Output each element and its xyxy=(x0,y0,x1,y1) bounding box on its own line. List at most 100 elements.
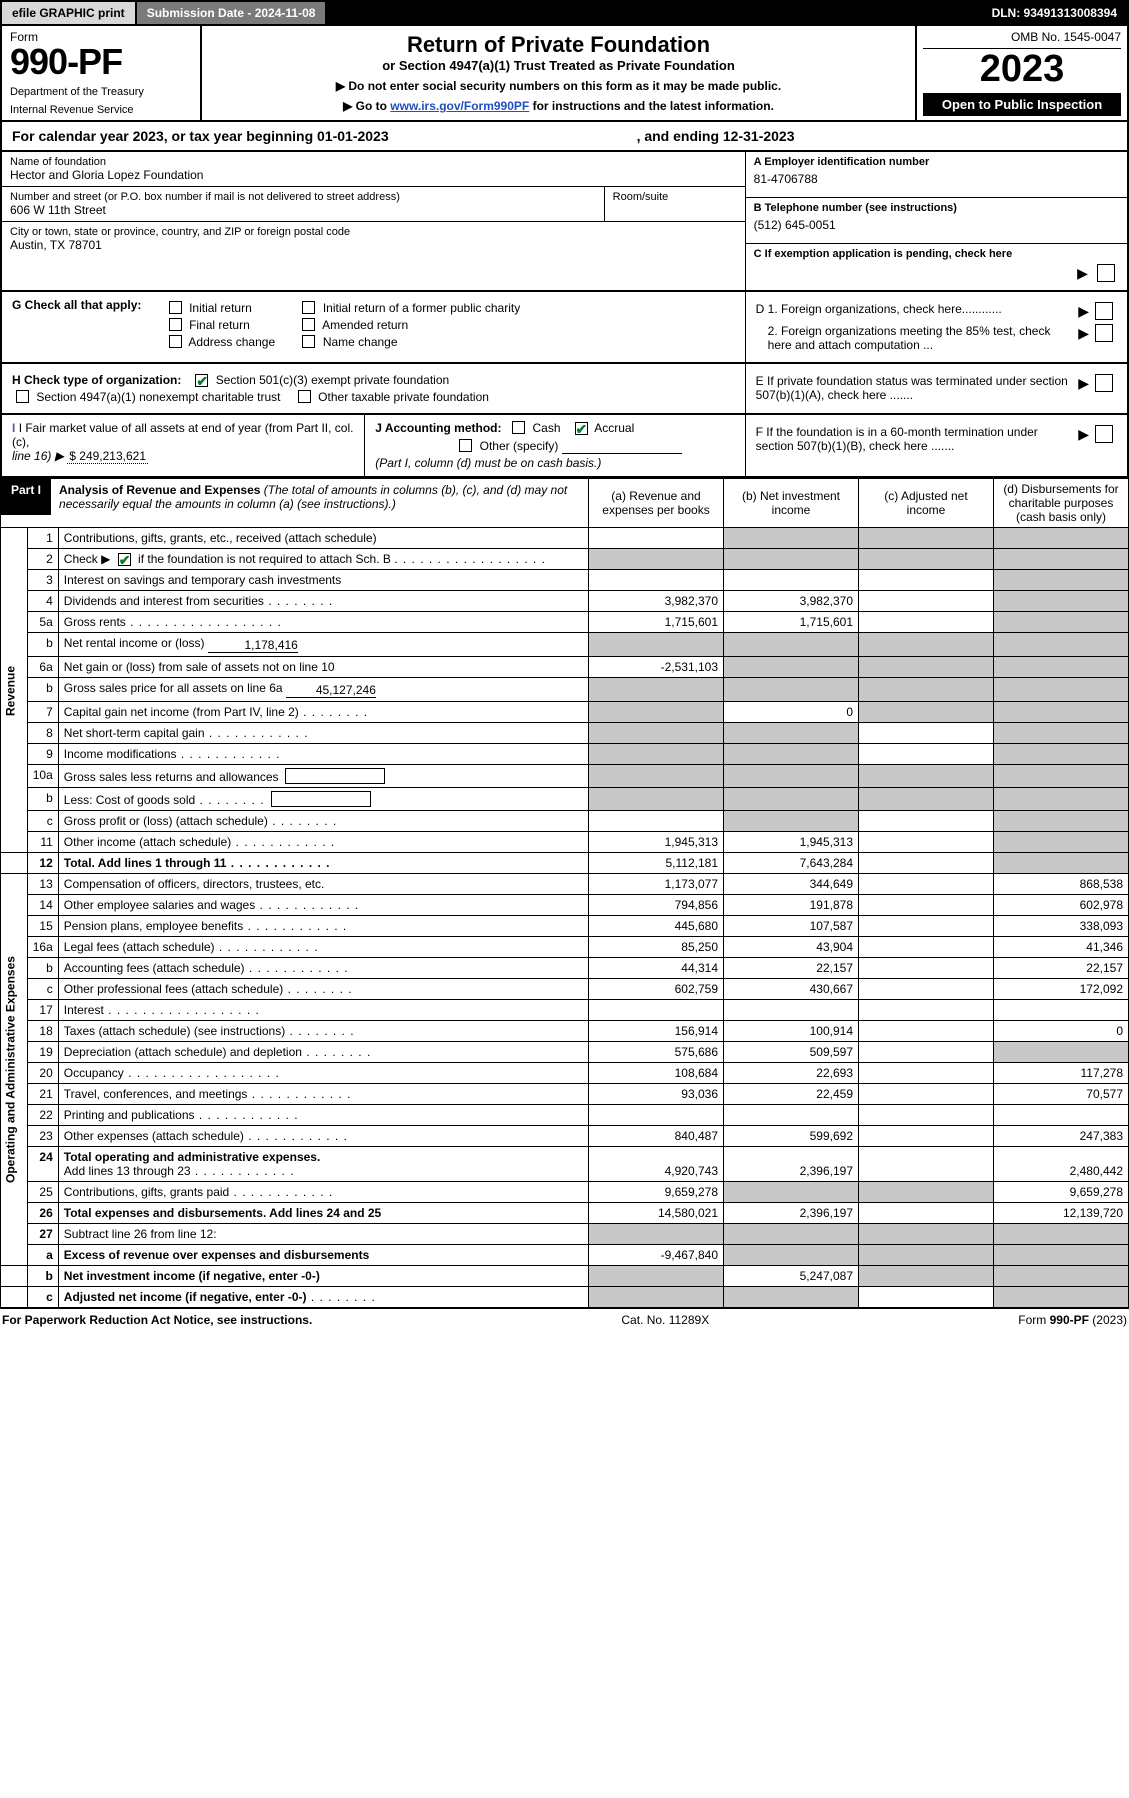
table-row: c Gross profit or (loss) (attach schedul… xyxy=(1,811,1129,832)
opt-cash: Cash xyxy=(533,421,561,435)
table-row: 5a Gross rents 1,715,601 1,715,601 xyxy=(1,612,1129,633)
section-d: D 1. Foreign organizations, check here..… xyxy=(746,292,1127,362)
row-num: 24 xyxy=(27,1147,58,1182)
checkbox-other-method[interactable] xyxy=(459,439,472,452)
checkbox-501c3[interactable] xyxy=(195,374,208,387)
checkbox-address-change[interactable] xyxy=(169,335,182,348)
row-desc: Contributions, gifts, grants, etc., rece… xyxy=(58,528,588,549)
i-line16: line 16) ▶ xyxy=(12,449,64,463)
row-desc: Gross sales price for all assets on line… xyxy=(58,678,588,702)
d2-text: 2. Foreign organizations meeting the 85%… xyxy=(756,324,1077,352)
cell-c xyxy=(859,1147,994,1182)
cell-d xyxy=(994,612,1129,633)
checkbox-4947a1[interactable] xyxy=(16,390,29,403)
cell-c xyxy=(859,832,994,853)
row-num: 11 xyxy=(27,832,58,853)
checkbox-sch-b[interactable] xyxy=(118,553,131,566)
cell-a xyxy=(589,678,724,702)
footer-cat-no: Cat. No. 11289X xyxy=(621,1313,709,1327)
row-desc: Excess of revenue over expenses and disb… xyxy=(58,1245,588,1266)
row-num: 16a xyxy=(27,937,58,958)
checkbox-name-change[interactable] xyxy=(302,335,315,348)
footer-left: For Paperwork Reduction Act Notice, see … xyxy=(2,1313,312,1327)
form-number: 990-PF xyxy=(10,44,192,80)
cell-c xyxy=(859,549,994,570)
fmv-value: $ 249,213,621 xyxy=(67,449,148,464)
row-desc: Net short-term capital gain xyxy=(58,723,588,744)
section-h: H Check type of organization: Section 50… xyxy=(2,364,746,413)
table-row: 4 Dividends and interest from securities… xyxy=(1,591,1129,612)
cell-a: 4,920,743 xyxy=(589,1147,724,1182)
checkbox-final-return[interactable] xyxy=(169,318,182,331)
cell-c xyxy=(859,853,994,874)
row-num: 6a xyxy=(27,657,58,678)
row-desc: Income modifications xyxy=(58,744,588,765)
table-row: 25 Contributions, gifts, grants paid 9,6… xyxy=(1,1182,1129,1203)
cell-c xyxy=(859,1287,994,1308)
cell-a: 5,112,181 xyxy=(589,853,724,874)
checkbox-cash[interactable] xyxy=(512,421,525,434)
row-num: 13 xyxy=(27,874,58,895)
row-desc: Travel, conferences, and meetings xyxy=(58,1084,588,1105)
cell-d: 0 xyxy=(994,1021,1129,1042)
tel-label: B Telephone number (see instructions) xyxy=(754,202,1119,214)
cell-c xyxy=(859,788,994,811)
row-num: b xyxy=(27,958,58,979)
cell-a xyxy=(589,1266,724,1287)
cell-c xyxy=(859,1224,994,1245)
table-row: 10a Gross sales less returns and allowan… xyxy=(1,765,1129,788)
i-label: I Fair market value of all assets at end… xyxy=(12,421,353,449)
cell-a xyxy=(589,528,724,549)
part1-badge: Part I xyxy=(1,479,51,515)
cell-d xyxy=(994,853,1129,874)
section-f: F If the foundation is in a 60-month ter… xyxy=(746,415,1127,476)
cell-b: 2,396,197 xyxy=(724,1147,859,1182)
name-label: Name of foundation xyxy=(10,156,737,168)
inline-value: 1,178,416 xyxy=(208,638,298,653)
checkbox-initial-return-former[interactable] xyxy=(302,301,315,314)
checkbox-f[interactable] xyxy=(1095,425,1113,443)
cell-c xyxy=(859,591,994,612)
cell-a xyxy=(589,702,724,723)
cell-d xyxy=(994,549,1129,570)
cell-c xyxy=(859,979,994,1000)
cell-d xyxy=(994,702,1129,723)
opt-4947a1: Section 4947(a)(1) nonexempt charitable … xyxy=(36,390,280,404)
cell-c xyxy=(859,702,994,723)
cell-b xyxy=(724,528,859,549)
checkbox-initial-return[interactable] xyxy=(169,301,182,314)
checkbox-accrual[interactable] xyxy=(575,422,588,435)
checkbox-c[interactable] xyxy=(1097,264,1115,282)
cell-a: 602,759 xyxy=(589,979,724,1000)
checkbox-amended-return[interactable] xyxy=(302,318,315,331)
foundation-name-row: Name of foundation Hector and Gloria Lop… xyxy=(2,152,745,187)
cell-a: 3,982,370 xyxy=(589,591,724,612)
cell-a: 108,684 xyxy=(589,1063,724,1084)
cell-b xyxy=(724,1287,859,1308)
row-desc: Total. Add lines 1 through 11 xyxy=(58,853,588,874)
table-row: Revenue 1 Contributions, gifts, grants, … xyxy=(1,528,1129,549)
part1-title: Analysis of Revenue and Expenses xyxy=(59,483,260,497)
checkbox-d2[interactable] xyxy=(1095,324,1113,342)
row-num: 9 xyxy=(27,744,58,765)
checkbox-d1[interactable] xyxy=(1095,302,1113,320)
cell-b xyxy=(724,1224,859,1245)
form-note-1: ▶ Do not enter social security numbers o… xyxy=(212,79,905,93)
row-num: 1 xyxy=(27,528,58,549)
checkbox-other-taxable[interactable] xyxy=(298,390,311,403)
row-num: 27 xyxy=(27,1224,58,1245)
table-row: c Adjusted net income (if negative, ente… xyxy=(1,1287,1129,1308)
submission-date: Submission Date - 2024-11-08 xyxy=(137,2,328,24)
checkbox-e[interactable] xyxy=(1095,374,1113,392)
cell-b: 22,157 xyxy=(724,958,859,979)
row-num: 21 xyxy=(27,1084,58,1105)
cell-a xyxy=(589,570,724,591)
c-label: C If exemption application is pending, c… xyxy=(754,248,1013,260)
efile-print-button[interactable]: efile GRAPHIC print xyxy=(2,2,137,24)
opt-initial-return: Initial return xyxy=(189,301,252,315)
row-desc: Depreciation (attach schedule) and deple… xyxy=(58,1042,588,1063)
row-desc: Legal fees (attach schedule) xyxy=(58,937,588,958)
cell-d xyxy=(994,1245,1129,1266)
form990pf-link[interactable]: www.irs.gov/Form990PF xyxy=(390,99,529,113)
cell-c xyxy=(859,528,994,549)
